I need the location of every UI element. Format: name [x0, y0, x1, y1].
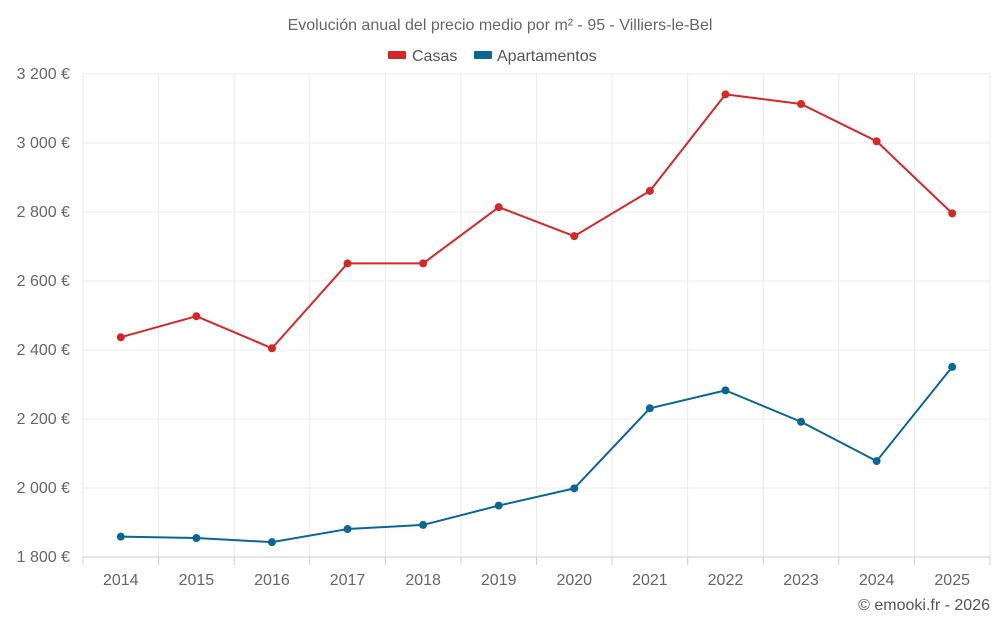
legend-label-casas[interactable]: Casas [412, 48, 457, 65]
data-point-casas[interactable] [494, 203, 503, 212]
x-tick-label: 2021 [632, 572, 668, 589]
data-point-casas[interactable] [267, 344, 276, 353]
data-point-casas[interactable] [948, 209, 957, 218]
y-tick-label: 2 200 € [17, 411, 70, 428]
data-point-apartamentos[interactable] [645, 404, 654, 413]
y-tick-label: 2 000 € [17, 480, 70, 497]
x-tick-label: 2025 [934, 572, 970, 589]
data-point-casas[interactable] [721, 90, 730, 99]
credit: © emooki.fr - 2026 [858, 597, 990, 614]
axes: 1 800 € 2 000 € 2 200 € 2 400 € 2 600 € 2 800… [17, 66, 991, 589]
data-point-apartamentos[interactable] [267, 538, 276, 547]
series-apartamentos [116, 362, 957, 547]
data-point-apartamentos[interactable] [797, 417, 806, 426]
legend-swatch-casas [388, 51, 406, 59]
y-tick-label: 2 600 € [17, 273, 70, 290]
data-point-casas[interactable] [797, 100, 806, 109]
data-point-apartamentos[interactable] [948, 362, 957, 371]
legend-label-apartamentos[interactable]: Apartamentos [497, 48, 597, 65]
x-tick-label: 2023 [783, 572, 819, 589]
x-tick-label: 2018 [405, 572, 441, 589]
series-line-casas [120, 93, 953, 350]
data-point-apartamentos[interactable] [343, 525, 352, 534]
x-tick-label: 2022 [708, 572, 744, 589]
x-tick-label: 2019 [481, 572, 517, 589]
data-point-apartamentos[interactable] [494, 501, 503, 510]
data-point-casas[interactable] [872, 137, 881, 146]
data-point-apartamentos[interactable] [116, 532, 125, 541]
y-tick-label: 1 800 € [17, 549, 70, 566]
chart-title: Evolución anual del precio medio por m² … [288, 17, 713, 34]
x-tick-label: 2015 [179, 572, 215, 589]
data-point-casas[interactable] [570, 232, 579, 241]
data-point-casas[interactable] [192, 312, 201, 321]
data-point-apartamentos[interactable] [872, 457, 881, 466]
y-tick-label: 2 800 € [17, 204, 70, 221]
x-tick-label: 2014 [103, 572, 139, 589]
legend: Casas Apartamentos [388, 48, 597, 65]
y-tick-label: 3 200 € [17, 66, 70, 83]
x-tick-label: 2020 [556, 572, 592, 589]
series-line-apartamentos [120, 366, 953, 544]
grid [82, 73, 991, 557]
series [116, 90, 957, 547]
data-point-apartamentos[interactable] [721, 386, 730, 395]
data-point-casas[interactable] [343, 259, 352, 268]
data-point-casas[interactable] [645, 186, 654, 195]
legend-swatch-apartamentos [474, 51, 492, 59]
y-tick-label: 2 400 € [17, 342, 70, 359]
x-tick-label: 2016 [254, 572, 290, 589]
data-point-apartamentos[interactable] [570, 484, 579, 493]
x-tick-label: 2017 [330, 572, 366, 589]
data-point-apartamentos[interactable] [419, 520, 428, 529]
series-casas [116, 90, 957, 353]
data-point-apartamentos[interactable] [192, 534, 201, 543]
data-point-casas[interactable] [419, 259, 428, 268]
x-tick-label: 2024 [859, 572, 895, 589]
y-tick-label: 3 000 € [17, 135, 70, 152]
data-point-casas[interactable] [116, 333, 125, 342]
